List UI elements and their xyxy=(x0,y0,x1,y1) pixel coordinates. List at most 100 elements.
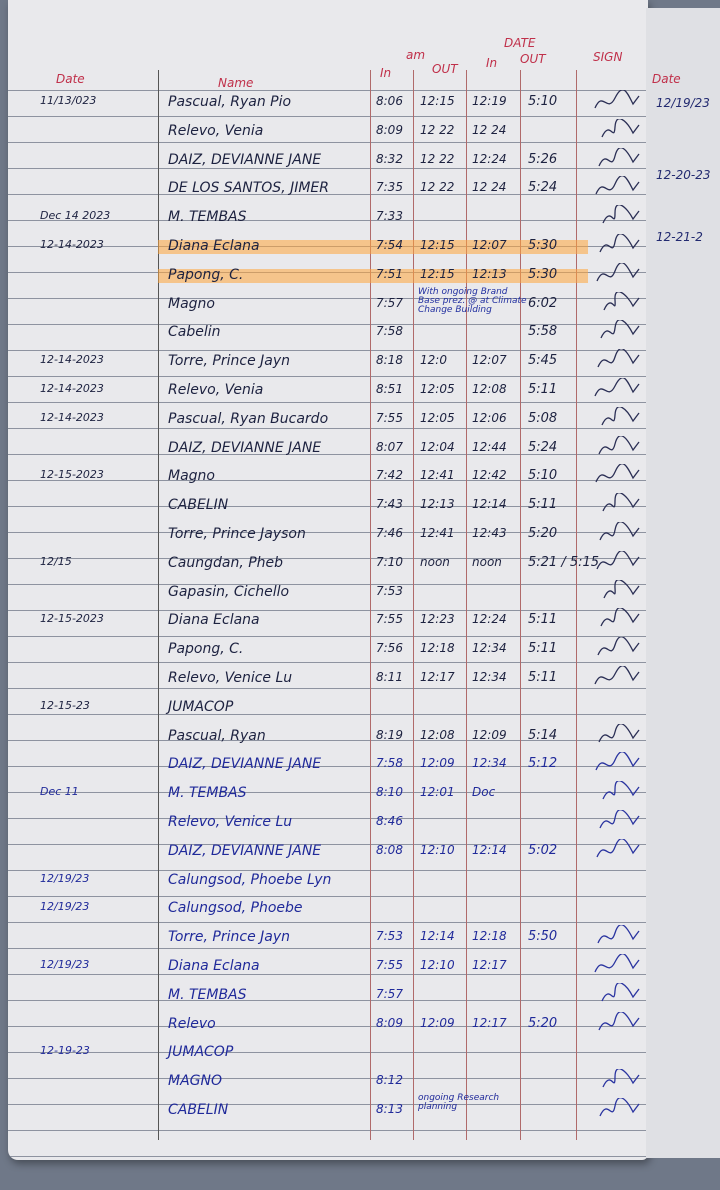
entry-name: MAGNO xyxy=(168,1073,222,1090)
log-entry-row: Magno 7:57 6:02 With ongoing Brand Base pre… xyxy=(8,286,648,318)
am-time-out: 12:01 xyxy=(420,785,455,800)
entry-name: Relevo, Venice Lu xyxy=(168,670,293,686)
entry-date: 12-19-23 xyxy=(40,1044,90,1058)
column-divider xyxy=(370,70,371,1140)
am-time-out: 12:41 xyxy=(420,468,455,483)
pm-time-in: noon xyxy=(472,554,502,569)
entry-name: Torre, Prince Jayson xyxy=(168,526,306,542)
pm-time-in: 12:24 xyxy=(472,612,507,627)
ruled-line xyxy=(8,142,648,143)
ruled-line xyxy=(8,662,648,663)
entry-name: DAIZ, DEVIANNE JANE xyxy=(168,842,322,859)
signature-scribble xyxy=(595,464,640,483)
pm-time-out: 5:30 xyxy=(528,238,558,253)
entry-date: 12-14-2023 xyxy=(40,353,104,367)
pm-time-in: 12:09 xyxy=(472,727,507,742)
log-entry-row: 12-14-2023 Torre, Prince Jayn 8:18 12:0 12:0… xyxy=(8,347,648,375)
pm-time-in: 12:08 xyxy=(472,382,507,396)
pm-time-out: 5:20 xyxy=(528,526,558,541)
am-time-in: 7:57 xyxy=(376,986,403,1001)
ruled-line xyxy=(8,896,648,897)
signature-scribble xyxy=(601,406,640,426)
entry-date: Dec 14 2023 xyxy=(40,209,111,223)
log-entry-row: 12-14-2023 Pascual, Ryan Bucardo 7:55 12:05… xyxy=(8,405,648,433)
signature-scribble xyxy=(594,666,640,685)
ruled-line xyxy=(8,1052,648,1053)
entry-name: Relevo xyxy=(168,1015,216,1032)
pm-time-out: 6:02 xyxy=(528,295,558,311)
signature-scribble xyxy=(598,147,640,166)
pm-time-out: 5:11 xyxy=(528,641,558,657)
log-entry-row: Papong, C. 7:56 12:18 12:34 5:11 xyxy=(8,635,648,663)
pm-time-in: 12:34 xyxy=(472,670,507,684)
pm-time-out: 5:11 xyxy=(528,612,558,628)
header-sign: SIGN xyxy=(593,50,623,64)
pm-time-in: 12:06 xyxy=(472,410,507,425)
header-am-in: In xyxy=(380,66,392,80)
am-time-in: 7:51 xyxy=(376,266,403,281)
am-time-in: 7:35 xyxy=(376,180,403,195)
pm-time-out: 5:58 xyxy=(528,324,558,340)
entry-name: DE LOS SANTOS, JIMER xyxy=(168,180,330,197)
am-time-in: 8:06 xyxy=(376,94,403,108)
entry-name: Caungdan, Pheb xyxy=(168,554,284,571)
ruled-line xyxy=(8,428,648,429)
entry-note: With ongoing Brand Base prez. @ at Clima… xyxy=(418,286,527,315)
ruled-line xyxy=(8,480,648,481)
signature-scribble xyxy=(600,608,640,627)
log-entry-row: Gapasin, Cichello 7:53 xyxy=(8,578,648,606)
header-am-out: OUT xyxy=(432,62,458,76)
ruled-line xyxy=(8,298,648,299)
am-time-in: 8:51 xyxy=(376,382,403,396)
ruled-line xyxy=(8,584,648,585)
am-time-in: 7:55 xyxy=(376,612,403,627)
entry-name: Papong, C. xyxy=(168,266,244,283)
entry-date: 11/13/023 xyxy=(40,94,97,107)
am-time-out: 12 22 xyxy=(420,151,455,166)
ruled-line xyxy=(8,506,648,507)
ruled-line xyxy=(8,844,648,845)
am-time-in: 8:10 xyxy=(376,785,403,800)
header-date-col: DATE xyxy=(504,36,536,50)
am-time-in: 7:57 xyxy=(376,295,403,310)
column-divider xyxy=(466,70,467,1140)
log-entry-row: MAGNO 8:12 xyxy=(8,1067,648,1095)
column-divider xyxy=(158,70,159,1140)
pm-time-in: 12 24 xyxy=(472,180,507,195)
ruled-line xyxy=(8,818,648,819)
entry-date: 12/19/23 xyxy=(40,958,90,971)
entry-name: DAIZ, DEVIANNE JANE xyxy=(168,151,322,168)
log-entry-row: M. TEMBAS 7:57 xyxy=(8,981,648,1009)
log-entry-row: Relevo 8:09 12:09 12:17 5:20 xyxy=(8,1010,648,1038)
entry-name: Calungsod, Phoebe xyxy=(168,900,303,917)
am-time-out: 12:10 xyxy=(420,842,455,857)
am-time-in: 7:56 xyxy=(376,641,403,656)
entry-date: 12-15-2023 xyxy=(40,612,104,626)
entry-name: M. TEMBAS xyxy=(168,785,247,802)
pm-time-out: 5:24 xyxy=(528,439,558,455)
signature-scribble xyxy=(595,176,640,195)
log-entry-row: Relevo, Venice Lu 8:11 12:17 12:34 5:11 xyxy=(8,664,648,692)
entry-date: 12/15 xyxy=(40,554,72,568)
am-time-in: 8:18 xyxy=(376,353,403,368)
log-entry-row: Cabelin 7:58 5:58 xyxy=(8,318,648,346)
entry-name: CABELIN xyxy=(168,497,229,514)
am-time-in: 7:42 xyxy=(376,468,403,483)
signature-scribble xyxy=(598,723,640,742)
ruled-line xyxy=(8,116,648,117)
am-time-in: 7:53 xyxy=(376,929,403,944)
pm-time-out: 5:12 xyxy=(528,756,558,772)
pm-time-out: 5:50 xyxy=(528,929,558,945)
am-time-out: 12:05 xyxy=(420,410,455,425)
log-entry-row: Dec 11 M. TEMBAS 8:10 12:01 Doc xyxy=(8,779,648,807)
signature-scribble xyxy=(594,378,640,397)
am-time-in: 7:43 xyxy=(376,497,403,512)
signature-scribble xyxy=(597,637,640,656)
pm-time-in: 12:17 xyxy=(472,958,507,972)
pm-time-out: 5:26 xyxy=(528,151,558,167)
pm-time-out: 5:20 xyxy=(528,1015,558,1031)
entry-name: DAIZ, DEVIANNE JANE xyxy=(168,756,322,773)
entry-name: Diana Eclana xyxy=(168,958,260,974)
signature-scribble xyxy=(595,752,640,771)
ruled-line xyxy=(8,220,648,221)
